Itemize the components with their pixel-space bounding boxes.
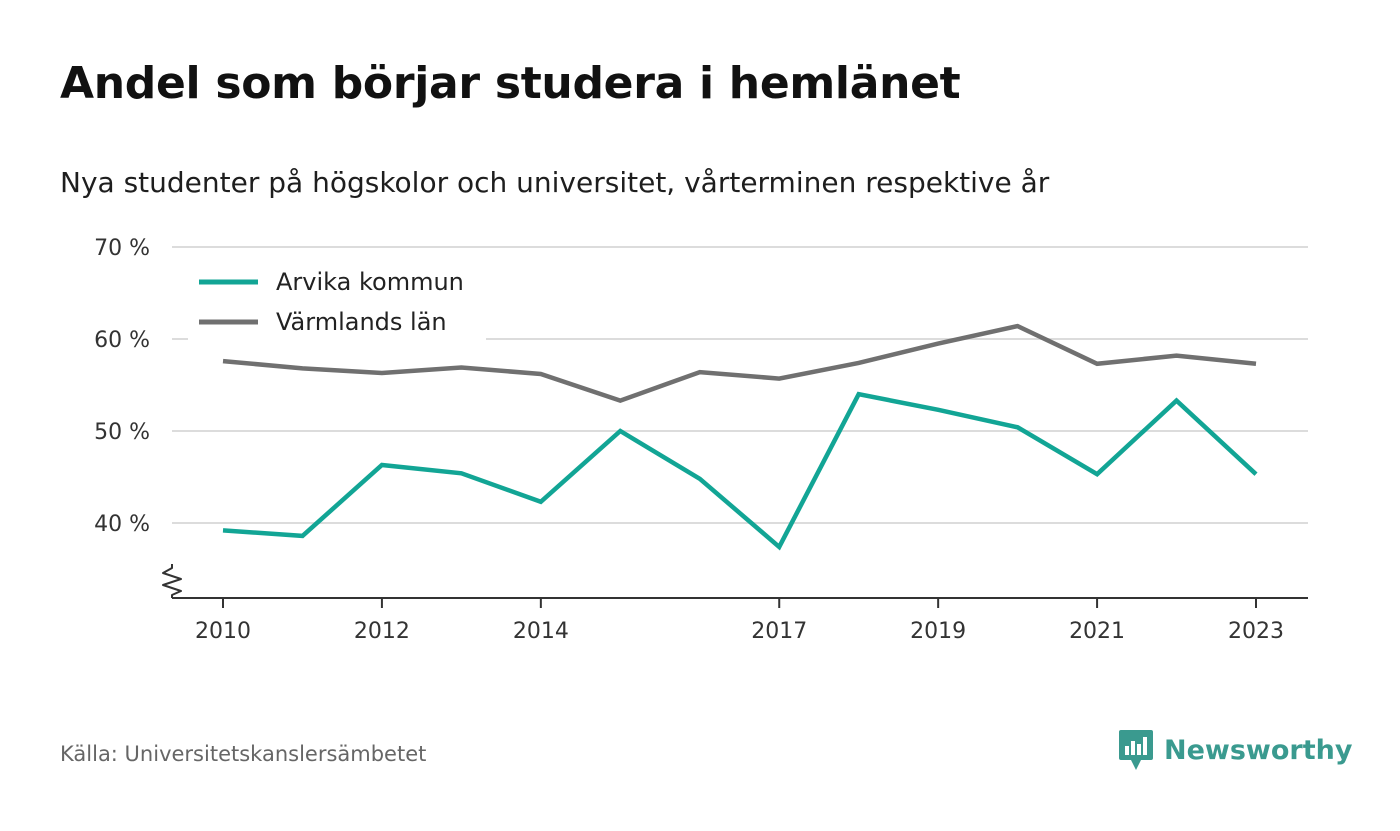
y-tick-label: 40 % <box>94 512 150 537</box>
legend-background <box>188 258 486 340</box>
axes: 40 % 50 % 60 % 70 % 2010 2012 2014 2017 2019 2021… <box>94 236 1308 644</box>
x-tick-label: 2010 <box>195 619 251 644</box>
x-tick-label: 2014 <box>513 619 569 644</box>
legend-label: Arvika kommun <box>276 268 464 296</box>
newsworthy-logo-icon <box>1119 730 1153 770</box>
gridlines <box>172 246 1308 524</box>
y-tick-label: 50 % <box>94 420 150 445</box>
brand-name: Newsworthy <box>1164 734 1353 766</box>
chart-subtitle: Nya studenter på högskolor och universit… <box>60 166 1050 199</box>
axis-break-icon <box>162 564 182 598</box>
y-tick-label: 70 % <box>94 236 150 261</box>
x-tick-label: 2012 <box>354 619 410 644</box>
source-note: Källa: Universitetskanslersämbetet <box>60 742 427 766</box>
series-line <box>222 391 1258 551</box>
series-lines <box>222 323 1258 551</box>
x-tick-label: 2023 <box>1228 619 1284 644</box>
x-tick-label: 2017 <box>751 619 807 644</box>
y-tick-label: 60 % <box>94 328 150 353</box>
brand-logo: Newsworthy <box>1118 728 1352 772</box>
x-tick-label: 2021 <box>1069 619 1125 644</box>
legend: Arvika kommun Värmlands län <box>188 258 486 340</box>
chart-title: Andel som börjar studera i hemlänet <box>60 58 961 109</box>
legend-label: Värmlands län <box>276 308 447 336</box>
x-tick-label: 2019 <box>910 619 966 644</box>
series-line <box>222 323 1257 403</box>
